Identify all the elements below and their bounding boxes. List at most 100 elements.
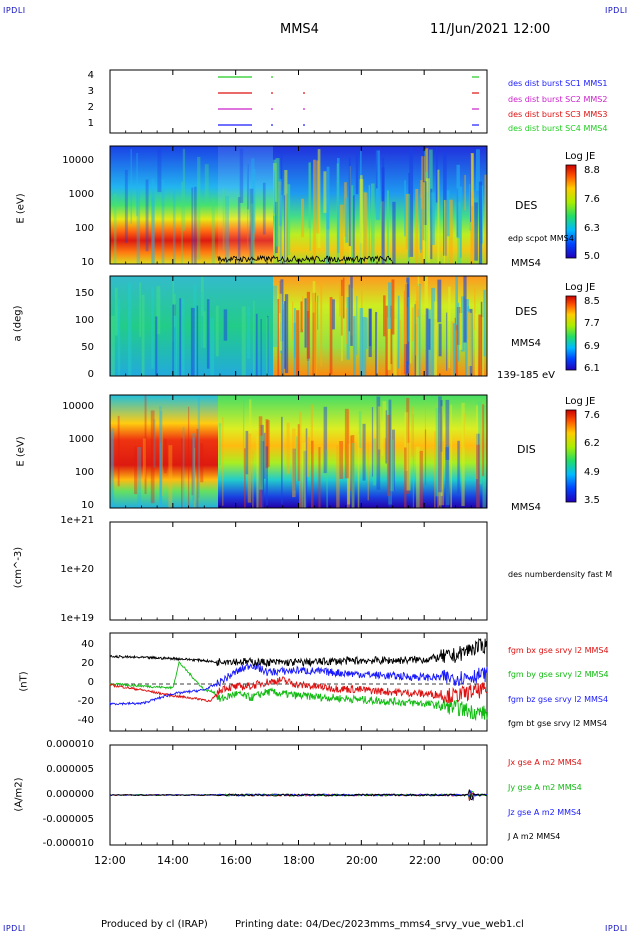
- spectrogram-stripe: [218, 423, 222, 466]
- spectrogram-stripe: [280, 150, 283, 195]
- spectrogram-stripe: [344, 408, 349, 479]
- spectrogram-stripe: [265, 419, 269, 469]
- spectrogram-stripe: [475, 405, 478, 479]
- spectrogram-stripe: [360, 175, 363, 258]
- spectrogram-stripe: [252, 450, 254, 508]
- colorbar-title: Log JE: [565, 151, 596, 162]
- legend-jx: Jx gse A m2 MMS4: [508, 758, 582, 767]
- spectrogram-stripe: [386, 414, 391, 497]
- corner-label-top-right: IPDLI: [605, 6, 628, 15]
- xtick-label: 22:00: [409, 854, 441, 867]
- colorbar-title: Log JE: [565, 282, 596, 293]
- spectrogram-stripe: [114, 287, 118, 336]
- footer-printing-date: Printing date: 04/Dec/2023: [235, 919, 371, 930]
- spectrogram-stripe: [331, 299, 335, 330]
- spectrogram-stripe: [323, 171, 327, 213]
- spectrogram-stripe: [391, 279, 395, 335]
- spectrogram-stripe: [326, 449, 328, 508]
- spectrogram-stripe: [197, 397, 200, 498]
- spectrogram-stripe: [377, 406, 382, 450]
- spectrogram-stripe: [316, 160, 320, 234]
- spectrogram-stripe: [399, 320, 401, 376]
- spectrogram-stripe: [179, 298, 182, 376]
- spectrogram-stripe: [161, 179, 165, 264]
- spectrogram-stripe: [356, 295, 358, 356]
- spectrogram-stripe: [358, 411, 362, 449]
- footer-produced-by: Produced by cl (IRAP): [101, 919, 208, 930]
- colorbar-dis: [565, 409, 577, 503]
- spectrogram-stripe: [352, 195, 355, 259]
- spectrogram-stripe: [443, 200, 446, 264]
- spectrogram-stripe: [347, 443, 351, 505]
- datetime-title: 11/Jun/2021 12:00: [430, 22, 551, 37]
- colorbar-tick: 6.9: [584, 341, 600, 352]
- spectrogram-stripe: [301, 198, 305, 238]
- spectrogram-stripe: [428, 318, 431, 350]
- bfield-series-line: [109, 676, 487, 704]
- spectrogram-stripe: [437, 445, 440, 508]
- spectrogram-stripe: [172, 190, 176, 264]
- spectrogram-stripe: [273, 285, 277, 347]
- spectrogram-stripe: [157, 148, 162, 193]
- spectrogram-stripe: [124, 169, 128, 243]
- spectrogram-stripe: [448, 298, 450, 369]
- spectrogram-stripe: [284, 170, 288, 264]
- legend-jy: Jy gse A m2 MMS4: [508, 783, 582, 792]
- spectrogram-stripe: [465, 299, 469, 376]
- spacecraft-title: MMS4: [280, 22, 319, 37]
- burst-panel: [109, 69, 488, 134]
- spectrogram-stripe: [382, 401, 387, 438]
- spectrogram-stripe: [420, 198, 422, 253]
- spectrogram-stripe: [260, 319, 262, 376]
- spectrogram-stripe: [200, 292, 203, 348]
- ylabel-bfield: (nT): [18, 671, 30, 692]
- spectrogram-stripe: [457, 302, 460, 362]
- ytick-current: -0.000005: [42, 814, 94, 825]
- corner-label-top-left: IPDLI: [3, 6, 26, 15]
- spectrogram-stripe: [144, 395, 147, 494]
- corner-label-bottom-right: IPDLI: [605, 924, 628, 933]
- spectrogram-stripe: [110, 431, 113, 508]
- spectrogram-stripe: [339, 285, 342, 317]
- spectrogram-stripe: [476, 444, 480, 508]
- ytick-dis-energy: 100: [74, 467, 94, 478]
- spectrogram-stripe: [113, 193, 117, 264]
- spectrogram-stripe: [341, 296, 343, 361]
- species-label-des: DES: [515, 199, 538, 212]
- spectrogram-stripe: [225, 195, 229, 264]
- spectrogram-stripe: [309, 162, 311, 251]
- legend-bx: fgm bx gse srvy l2 MMS4: [508, 646, 609, 655]
- legend-bt: fgm bt gse srvy l2 MMS4: [508, 719, 607, 728]
- spectrogram-stripe: [375, 149, 378, 189]
- spectrogram-stripe: [419, 450, 423, 508]
- spectrogram-stripe: [303, 442, 306, 508]
- spectrogram-stripe: [259, 435, 264, 490]
- spectrogram-stripe: [247, 306, 251, 359]
- density-panel: [109, 521, 488, 621]
- spectrogram-stripe: [460, 186, 462, 258]
- spectrogram-stripe: [297, 424, 300, 482]
- colorbar-title: Log JE: [565, 396, 596, 407]
- spectrogram-stripe: [438, 323, 442, 357]
- spectrogram-stripe: [215, 305, 219, 357]
- spectrogram-stripe: [438, 396, 442, 493]
- xtick-label: 12:00: [94, 854, 126, 867]
- spectrogram-stripe: [424, 401, 426, 450]
- ytick-density: 1e+20: [60, 564, 94, 575]
- spectrogram-stripe: [456, 164, 460, 239]
- spectrogram-stripe: [406, 306, 409, 362]
- spectrogram-stripe: [299, 411, 302, 508]
- spectrogram-stripe: [461, 296, 465, 352]
- spectrogram-stripe: [239, 148, 244, 203]
- spectrogram-stripe: [318, 447, 321, 508]
- xtick-label: 16:00: [220, 854, 252, 867]
- colorbar-tick: 8.5: [584, 296, 600, 307]
- spectrogram-stripe: [476, 433, 480, 508]
- spectrogram-stripe: [409, 147, 414, 257]
- spectrogram-stripe: [478, 401, 482, 485]
- spectrogram-stripe: [127, 283, 132, 376]
- xtick-label: 20:00: [346, 854, 378, 867]
- spectrogram-stripe: [435, 146, 438, 203]
- spectrogram-stripe: [426, 178, 430, 263]
- colorbar-tick: 5.0: [584, 251, 600, 262]
